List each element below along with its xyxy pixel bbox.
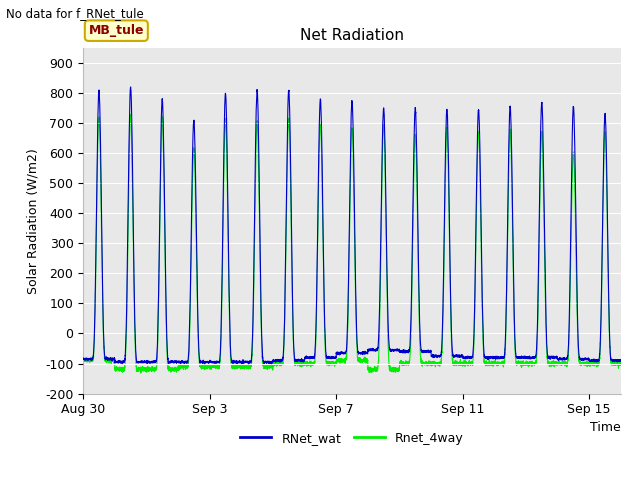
Text: Time: Time xyxy=(590,421,621,434)
Y-axis label: Solar Radiation (W/m2): Solar Radiation (W/m2) xyxy=(26,148,40,294)
Legend: RNet_wat, Rnet_4way: RNet_wat, Rnet_4way xyxy=(235,427,469,450)
Text: MB_tule: MB_tule xyxy=(88,24,144,37)
Title: Net Radiation: Net Radiation xyxy=(300,28,404,43)
Text: No data for f_RNet_tule: No data for f_RNet_tule xyxy=(6,7,144,20)
